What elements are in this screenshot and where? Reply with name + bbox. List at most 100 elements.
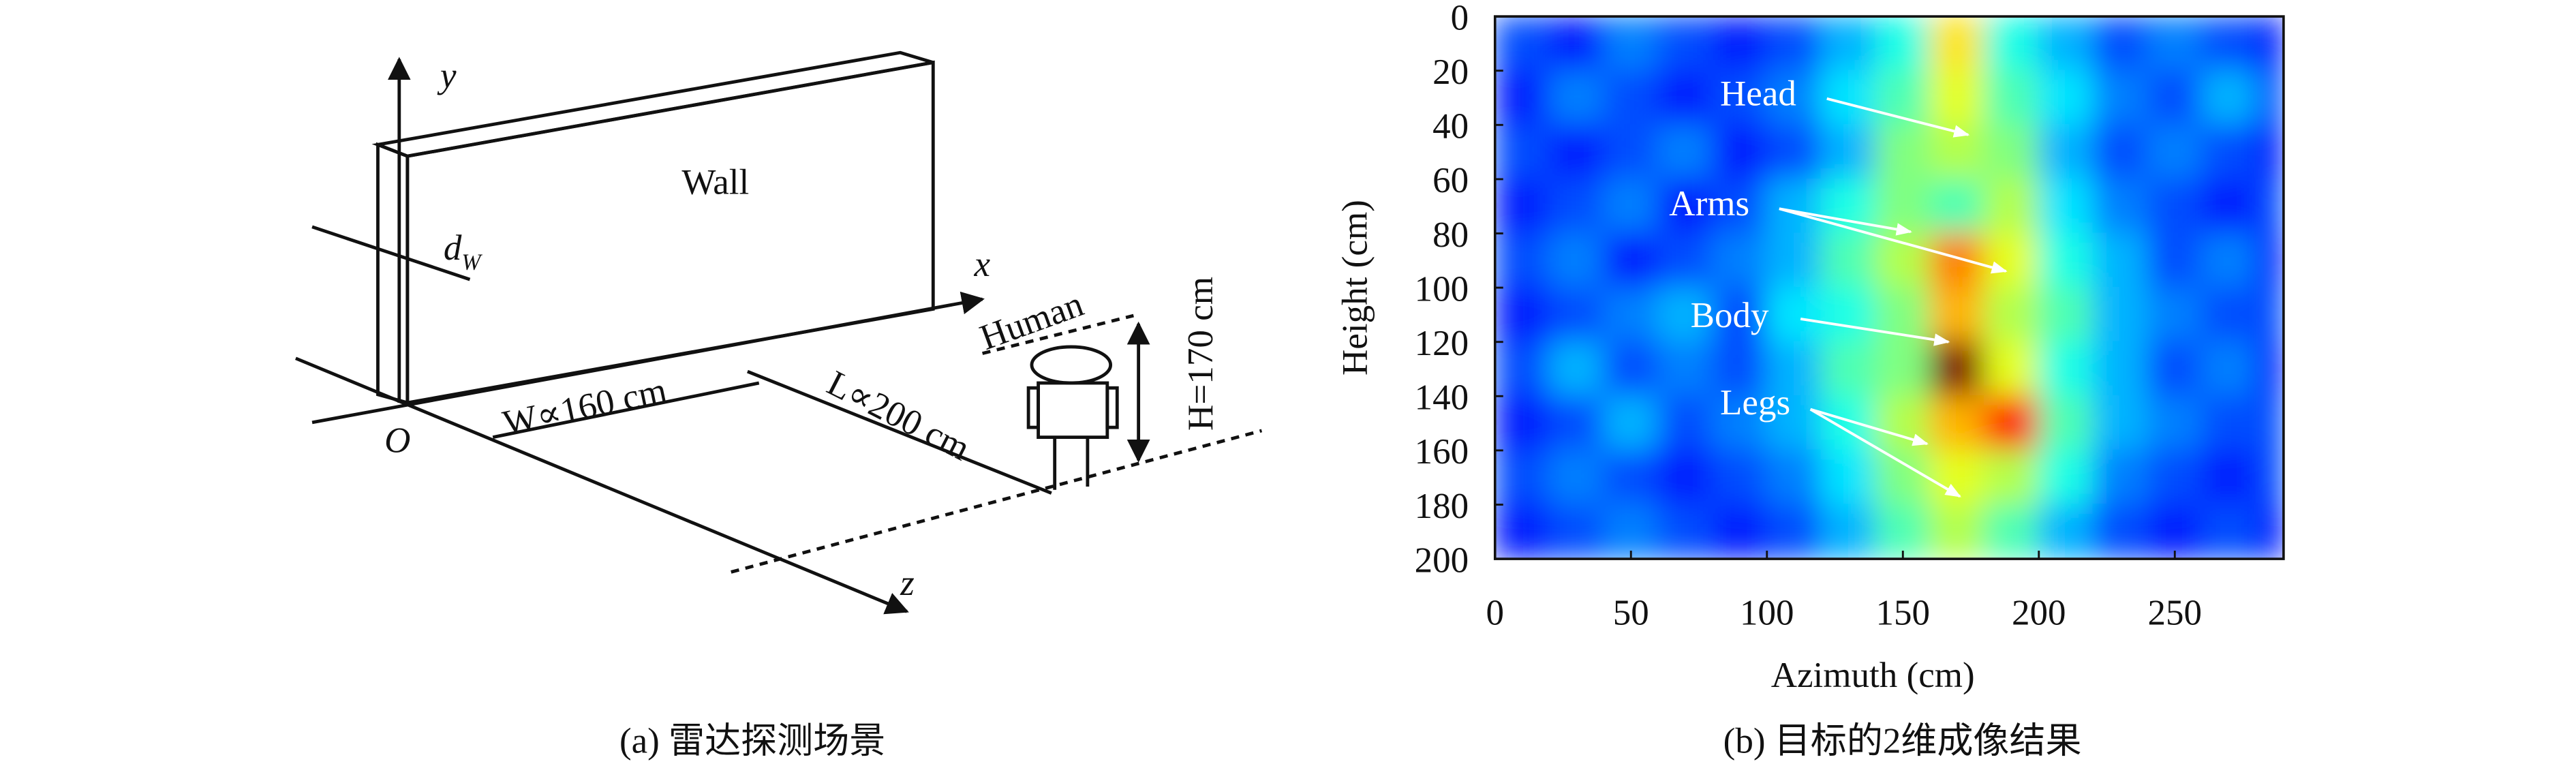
heat-cell — [2092, 341, 2149, 397]
heat-cell — [1548, 341, 1605, 397]
y-tick-label: 180 — [1415, 487, 1469, 526]
heat-cell — [1548, 16, 1605, 72]
y-tick-label: 60 — [1432, 161, 1469, 200]
heat-cell — [1875, 449, 1931, 506]
heat-cell — [1603, 232, 1659, 289]
heat-cell — [1494, 178, 1550, 234]
y-tick-label: 80 — [1432, 215, 1469, 255]
x-axis — [311, 291, 985, 425]
axes: 0 50 100 150 200 250 0 20 40 60 80 100 120 140 160 180 2… — [1415, 0, 2202, 633]
heat-cell — [2038, 70, 2094, 126]
distance-line — [746, 369, 1052, 495]
heat-cell — [1603, 124, 1659, 181]
heat-cell — [2147, 232, 2203, 289]
heat-cell — [2255, 395, 2284, 452]
axis-label: z — [900, 564, 915, 603]
heat-cell — [2147, 286, 2203, 343]
y-tick-label: 200 — [1415, 540, 1469, 580]
heat-cell — [2255, 286, 2284, 343]
heat-cell — [1657, 232, 1714, 289]
y-tick-label: 120 — [1415, 324, 1469, 363]
heat-cell — [1875, 286, 1931, 343]
y-tick-label: 160 — [1415, 432, 1469, 472]
heat-cell — [2255, 449, 2284, 506]
heat-cell — [1657, 286, 1714, 343]
x-tick-label: 250 — [2148, 594, 2203, 633]
heat-cell — [1657, 504, 1714, 560]
heat-cell — [2147, 16, 2203, 72]
heat-cell — [2038, 16, 2094, 72]
heat-cell — [1983, 504, 2040, 560]
heat-cell — [2092, 504, 2149, 560]
heat-cell — [1548, 124, 1605, 181]
wall-top — [371, 50, 934, 158]
heat-cell — [1711, 232, 1768, 289]
heat-cell — [1603, 70, 1659, 126]
heat-cell — [1494, 341, 1550, 397]
heat-cell — [1711, 70, 1768, 126]
heat-cell — [1875, 341, 1931, 397]
annotation-arrow — [1800, 318, 1950, 346]
heat-cell — [1548, 286, 1605, 343]
thickness-subscript: W — [461, 250, 482, 275]
heatmap — [1494, 16, 2284, 560]
heat-cell — [2255, 341, 2284, 397]
heat-cell — [1929, 341, 1986, 397]
heat-cell — [1929, 16, 1986, 72]
heat-cell — [1711, 504, 1768, 560]
x-tick-label: 100 — [1740, 594, 1794, 633]
height-label: H=170 cm — [1181, 277, 1221, 431]
heat-cell — [2255, 70, 2284, 126]
heat-cell — [1548, 395, 1605, 452]
y-tick-label: 40 — [1432, 107, 1469, 147]
heat-cell — [1766, 449, 1822, 506]
annotation: Legs — [1720, 383, 1790, 423]
heat-cell — [1766, 341, 1822, 397]
heat-cell — [2038, 341, 2094, 397]
heat-cell — [1494, 232, 1550, 289]
heat-cell — [2038, 504, 2094, 560]
heat-cell — [2201, 124, 2258, 181]
heat-cell — [1548, 232, 1605, 289]
heat-cell — [1657, 178, 1714, 234]
x-tick-label: 200 — [2012, 594, 2066, 633]
heat-cell — [1820, 16, 1877, 72]
heat-cell — [1657, 124, 1714, 181]
thickness-line — [311, 225, 471, 281]
heat-cell — [1657, 395, 1714, 452]
heat-cell — [1766, 16, 1822, 72]
heat-cell — [1711, 395, 1768, 452]
heat-cell — [1766, 286, 1822, 343]
x-tick-label: 150 — [1875, 594, 1930, 633]
heat-cell — [2147, 504, 2203, 560]
z-axis — [295, 356, 909, 615]
heat-cell — [2092, 124, 2149, 181]
heat-cell — [1983, 341, 2040, 397]
heat-cell — [2092, 232, 2149, 289]
heat-cell — [1983, 449, 2040, 506]
heat-cell — [1657, 70, 1714, 126]
heat-cell — [1983, 178, 2040, 234]
heat-cell — [1494, 395, 1550, 452]
heat-cell — [1494, 70, 1550, 126]
heat-cell — [2038, 286, 2094, 343]
heat-cell — [1711, 286, 1768, 343]
heat-cell — [2201, 286, 2258, 343]
annotation-arrow — [1826, 97, 1970, 138]
heat-cell — [1766, 178, 1822, 234]
heat-cell — [2201, 341, 2258, 397]
caption: (a) 雷达探测场景 — [619, 722, 885, 761]
heat-cell — [2201, 232, 2258, 289]
thickness-label: dW — [444, 228, 483, 275]
origin-label: O — [384, 420, 410, 460]
wall-label: Wall — [681, 163, 749, 202]
heat-cell — [1929, 70, 1986, 126]
heat-cell — [1548, 178, 1605, 234]
heat-cell — [2147, 341, 2203, 397]
heat-cell — [1766, 504, 1822, 560]
heat-cell — [1657, 341, 1714, 397]
heat-cell — [2147, 449, 2203, 506]
heat-cell — [1983, 286, 2040, 343]
heat-cell — [1820, 124, 1877, 181]
heat-cell — [1766, 232, 1822, 289]
